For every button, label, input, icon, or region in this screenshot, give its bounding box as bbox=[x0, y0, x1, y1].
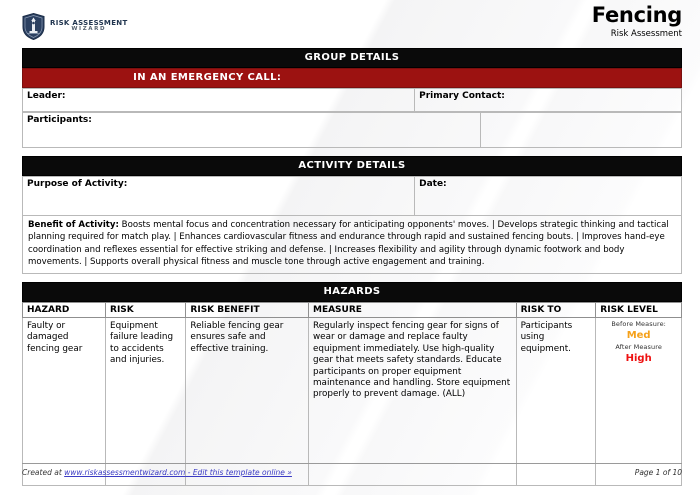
leader-cell[interactable]: Leader: bbox=[21, 88, 416, 112]
leader-label: Leader: bbox=[27, 91, 66, 101]
table-row: Faulty or damaged fencing gear Equipment… bbox=[21, 316, 682, 486]
benefit-of-activity-cell: Benefit of Activity: Boosts mental focus… bbox=[22, 216, 682, 274]
column-header-risk-to: RISK TO bbox=[515, 301, 597, 318]
title-block: Fencing Risk Assessment bbox=[591, 3, 683, 40]
date-label: Date: bbox=[419, 179, 447, 189]
footer-site-link[interactable]: www.riskassessmentwizard.com bbox=[64, 467, 186, 477]
benefit-of-activity-text: Boosts mental focus and concentration ne… bbox=[28, 220, 669, 268]
emergency-call-label: IN AN EMERGENCY CALL: bbox=[133, 72, 282, 83]
participants-cell[interactable]: Participants: bbox=[22, 112, 481, 148]
benefit-of-activity-label: Benefit of Activity: bbox=[28, 220, 119, 230]
page-subtitle: Risk Assessment bbox=[610, 29, 682, 39]
column-header-measure: MEASURE bbox=[307, 301, 517, 318]
brand-logo: RISK ASSESSMENT WIZARD bbox=[22, 13, 128, 40]
column-header-risk-level: RISK LEVEL bbox=[595, 301, 682, 318]
participants-label: Participants: bbox=[27, 115, 92, 125]
purpose-of-activity-label: Purpose of Activity: bbox=[27, 179, 128, 189]
hazards-table: HAZARD RISK RISK BENEFIT MEASURE RISK TO… bbox=[21, 301, 682, 486]
before-measure-value: Med bbox=[626, 329, 651, 341]
hazards-header-row: HAZARD RISK RISK BENEFIT MEASURE RISK TO… bbox=[21, 301, 682, 318]
page-title: Fencing bbox=[591, 3, 683, 27]
cell-risk[interactable]: Equipment failure leading to accidents a… bbox=[105, 316, 187, 486]
participants-extra-cell[interactable] bbox=[480, 112, 682, 148]
participants-table: Participants: bbox=[22, 112, 682, 148]
shield-lighthouse-icon bbox=[22, 13, 45, 40]
column-header-risk: RISK bbox=[105, 301, 187, 318]
column-header-hazard: HAZARD bbox=[21, 301, 107, 318]
cell-measure[interactable]: Regularly inspect fencing gear for signs… bbox=[307, 316, 517, 486]
cell-risk-to[interactable]: Participants using equipment. bbox=[515, 316, 597, 486]
group-details-band: GROUP DETAILS bbox=[22, 48, 682, 68]
cell-risk-level[interactable]: Before Measure: Med After Measure High bbox=[595, 316, 682, 486]
after-measure-value: High bbox=[625, 352, 652, 364]
before-measure-label: Before Measure: bbox=[611, 319, 666, 328]
after-measure-label: After Measure bbox=[615, 343, 662, 352]
page-footer: Created at www.riskassessmentwizard.com … bbox=[22, 462, 682, 477]
table-row: Purpose of Activity: Date: bbox=[21, 176, 682, 216]
date-cell[interactable]: Date: bbox=[414, 176, 682, 216]
activity-details-band: ACTIVITY DETAILS bbox=[22, 156, 682, 176]
activity-details-table: Purpose of Activity: Date: bbox=[21, 176, 682, 216]
footer-created-prefix: Created at bbox=[22, 467, 65, 477]
document-header: RISK ASSESSMENT WIZARD Fencing Risk Asse… bbox=[0, 0, 700, 48]
emergency-call-band: IN AN EMERGENCY CALL: bbox=[22, 68, 682, 88]
brand-subtitle: WIZARD bbox=[71, 26, 107, 33]
page-number: Page 1 of 10 bbox=[634, 467, 682, 477]
footer-credit: Created at www.riskassessmentwizard.com … bbox=[22, 468, 292, 477]
primary-contact-cell[interactable]: Primary Contact: bbox=[414, 88, 682, 112]
cell-hazard[interactable]: Faulty or damaged fencing gear bbox=[21, 316, 107, 486]
purpose-of-activity-cell[interactable]: Purpose of Activity: bbox=[21, 176, 416, 216]
table-row: Leader: Primary Contact: bbox=[21, 88, 682, 112]
table-row: Participants: bbox=[22, 112, 682, 148]
footer-edit-link[interactable]: - Edit this template online » bbox=[185, 467, 292, 477]
cell-risk-benefit[interactable]: Reliable fencing gear ensures safe and e… bbox=[185, 316, 309, 486]
group-details-section: GROUP DETAILS IN AN EMERGENCY CALL: Lead… bbox=[21, 48, 682, 486]
primary-contact-label: Primary Contact: bbox=[419, 91, 505, 101]
group-details-table: Leader: Primary Contact: bbox=[21, 88, 682, 112]
hazards-band: HAZARDS bbox=[22, 281, 682, 302]
column-header-risk-benefit: RISK BENEFIT bbox=[185, 301, 309, 318]
